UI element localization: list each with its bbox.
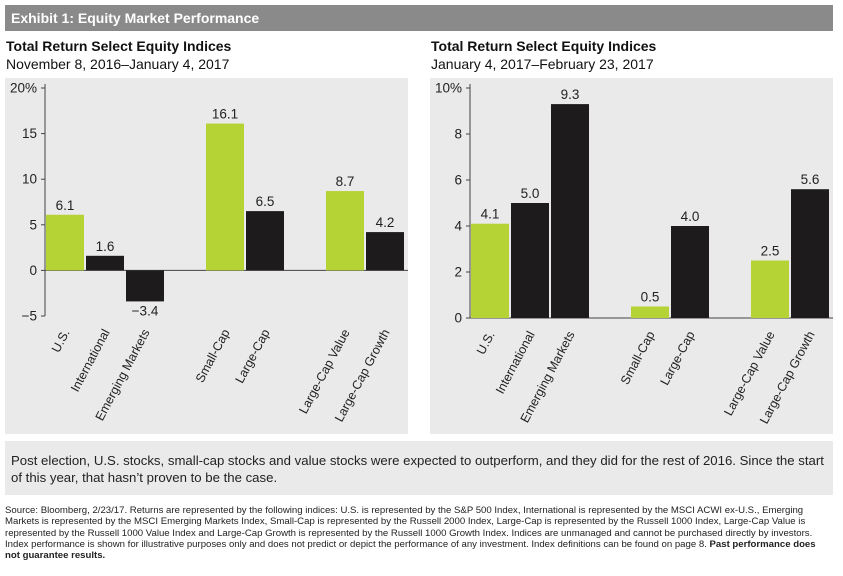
- chart-1-value-label: 1.6: [96, 239, 115, 254]
- chart-2-y-tick-label: 4: [454, 219, 462, 234]
- chart-2-title: Total Return Select Equity Indices: [431, 38, 657, 54]
- chart-2-bar-large-cap-growth: [791, 189, 829, 318]
- chart-2-y-tick-label: 8: [454, 127, 462, 142]
- chart-1-title: Total Return Select Equity Indices: [6, 38, 232, 54]
- chart-2-value-label: 0.5: [641, 290, 660, 305]
- chart-2-subtitle: January 4, 2017–February 23, 2017: [431, 56, 654, 72]
- chart-2-bar-emerging-markets: [551, 104, 589, 318]
- chart-2-y-tick-label: 6: [454, 173, 462, 188]
- chart-1-bar-large-cap: [246, 211, 284, 271]
- chart-1-bar-u-s: [46, 214, 84, 271]
- chart-1-subtitle: November 8, 2016–January 4, 2017: [6, 56, 230, 72]
- chart-2-value-label: 5.0: [521, 186, 540, 201]
- chart-2-bar-small-cap: [631, 306, 669, 318]
- chart-2-y-tick-label: 0: [454, 311, 462, 326]
- chart-2-value-label: 2.5: [761, 244, 780, 259]
- chart-1-bar-large-cap-growth: [366, 232, 404, 271]
- chart-1-y-tick-label: 5: [29, 217, 37, 232]
- exhibit-title: Exhibit 1: Equity Market Performance: [5, 5, 833, 31]
- chart-1-bar-emerging-markets: [126, 270, 164, 302]
- chart-1-bar-international: [86, 255, 124, 271]
- chart-2-bar-international: [511, 203, 549, 318]
- chart-1: −505101520%6.1U.S.1.6International−3.4Em…: [5, 78, 408, 434]
- chart-2-y-tick-label: 10%: [435, 81, 462, 96]
- chart-2-y-tick-label: 2: [454, 265, 462, 280]
- chart-2-bar-large-cap: [671, 226, 709, 318]
- chart-1-value-label: 6.1: [56, 198, 75, 213]
- chart-2-bar-large-cap-value: [751, 260, 789, 318]
- chart-1-value-label: 6.5: [256, 194, 275, 209]
- chart-1-value-label: 4.2: [376, 215, 395, 230]
- chart-1-value-label: −3.4: [132, 303, 159, 318]
- chart-2-bar-u-s: [471, 223, 509, 318]
- disclaimer: Past performance does not guarantee resu…: [5, 538, 816, 562]
- chart-1-y-tick-label: −5: [22, 309, 37, 324]
- chart-1-y-tick-label: 15: [22, 126, 37, 141]
- chart-2-value-label: 4.1: [481, 207, 500, 222]
- chart-1-y-tick-label: 20%: [10, 81, 37, 96]
- chart-1-bar-small-cap: [206, 123, 244, 271]
- source-text: Source: Bloomberg, 2/23/17. Returns are …: [5, 505, 813, 550]
- chart-2-value-label: 5.6: [801, 172, 820, 187]
- chart-1-y-tick-label: 10: [22, 172, 37, 187]
- chart-2: 0246810%4.1U.S.5.0International9.3Emergi…: [430, 78, 833, 434]
- source-note: Source: Bloomberg, 2/23/17. Returns are …: [5, 505, 833, 561]
- chart-2-value-label: 9.3: [561, 87, 580, 102]
- chart-2-value-label: 4.0: [681, 209, 700, 224]
- chart-1-y-tick-label: 0: [29, 263, 37, 278]
- summary-text: Post election, U.S. stocks, small-cap st…: [5, 441, 833, 495]
- chart-1-value-label: 16.1: [212, 107, 238, 122]
- chart-1-bar-large-cap-value: [326, 191, 364, 271]
- chart-1-value-label: 8.7: [336, 174, 355, 189]
